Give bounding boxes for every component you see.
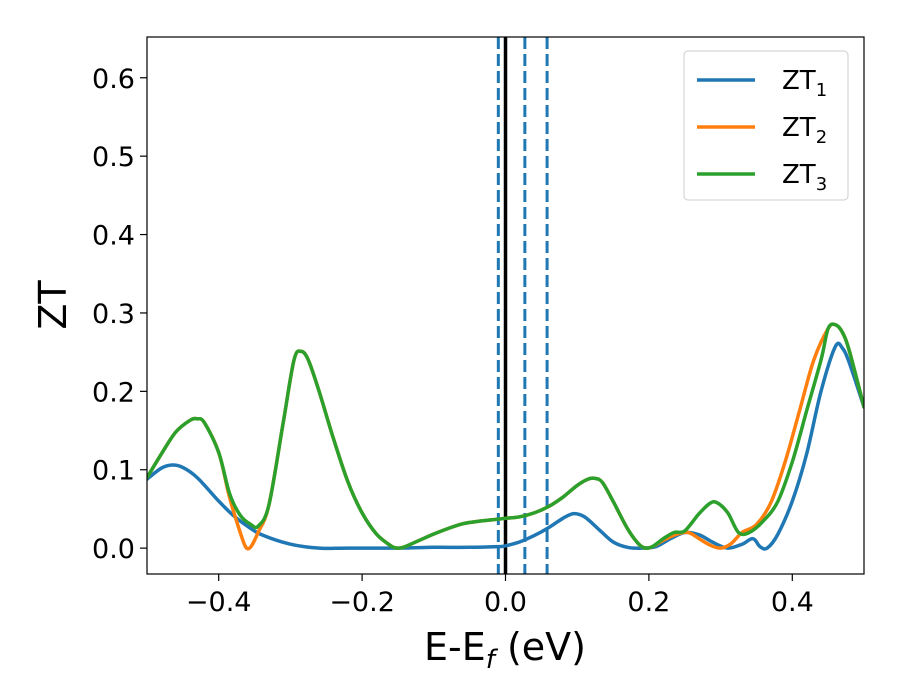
y-axis-label: ZT — [31, 280, 75, 330]
y-axis: 0.0 0.1 0.2 0.3 0.4 0.5 0.6 — [92, 64, 147, 565]
x-tick-label: −0.2 — [329, 587, 395, 618]
x-tick-label: 0.4 — [771, 587, 814, 618]
y-tick-label: 0.5 — [92, 142, 135, 173]
y-tick-label: 0.2 — [92, 377, 135, 408]
x-axis: −0.4 −0.2 0.0 0.2 0.4 — [186, 574, 814, 618]
legend-box — [683, 50, 849, 201]
x-tick-label: 0.2 — [627, 587, 670, 618]
plot-area — [147, 37, 864, 574]
y-tick-label: 0.4 — [92, 221, 135, 252]
x-axis-label-unit: (eV) — [495, 625, 586, 669]
y-tick-label: 0.1 — [92, 456, 135, 487]
series-line-zt3 — [147, 322, 864, 551]
legend: ZT1 ZT2 ZT3 — [683, 50, 849, 201]
reference-lines — [496, 37, 549, 574]
series-line-zt1 — [147, 341, 864, 551]
legend-label-zt3: ZT3 — [782, 160, 827, 195]
y-tick-label: 0.3 — [92, 299, 135, 330]
x-tick-label: −0.4 — [186, 587, 252, 618]
x-axis-label: E-Ef (eV) — [424, 625, 586, 675]
x-tick-label: 0.0 — [484, 587, 527, 618]
legend-label-zt2: ZT2 — [782, 113, 827, 148]
x-axis-label-main: E-E — [424, 625, 486, 669]
y-tick-label: 0.0 — [92, 534, 135, 565]
series-layer — [147, 322, 864, 551]
y-tick-label: 0.6 — [92, 64, 135, 95]
legend-label-zt1: ZT1 — [782, 66, 827, 101]
